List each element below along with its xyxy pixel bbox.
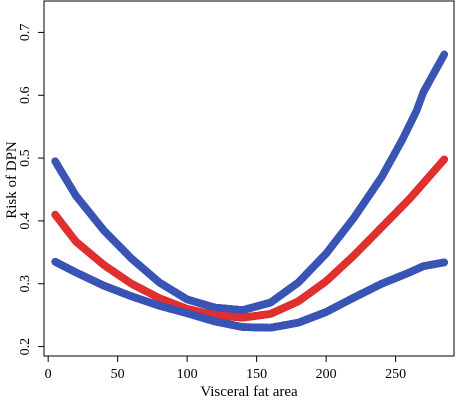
y-tick-label: 0.4 (18, 212, 33, 230)
y-axis: 0.2 0.3 0.4 0.5 0.6 0.7 (18, 24, 44, 356)
x-tick-label: 200 (316, 367, 337, 382)
data-point (440, 50, 449, 59)
x-tick-label: 250 (385, 367, 406, 382)
y-axis-title: Risk of DPN (4, 141, 20, 219)
x-tick-label: 150 (246, 367, 267, 382)
series-upper-ci (51, 50, 449, 314)
x-tick-label: 0 (45, 367, 52, 382)
series-lower-ci (51, 257, 449, 332)
plot-area (43, 0, 455, 357)
y-tick-label: 0.7 (18, 24, 33, 42)
series-layer (51, 50, 449, 332)
y-tick-label: 0.3 (18, 275, 33, 293)
x-tick-label: 50 (111, 367, 125, 382)
y-tick-label: 0.5 (18, 149, 33, 167)
data-point (440, 155, 449, 164)
x-axis: 0 50 100 150 200 250 (45, 356, 406, 382)
y-tick-label: 0.6 (18, 86, 33, 104)
data-point (440, 258, 449, 267)
y-tick-label: 0.2 (18, 338, 33, 356)
x-tick-label: 100 (177, 367, 198, 382)
x-axis-title: Visceral fat area (200, 384, 298, 400)
plot-frame (43, 0, 455, 357)
